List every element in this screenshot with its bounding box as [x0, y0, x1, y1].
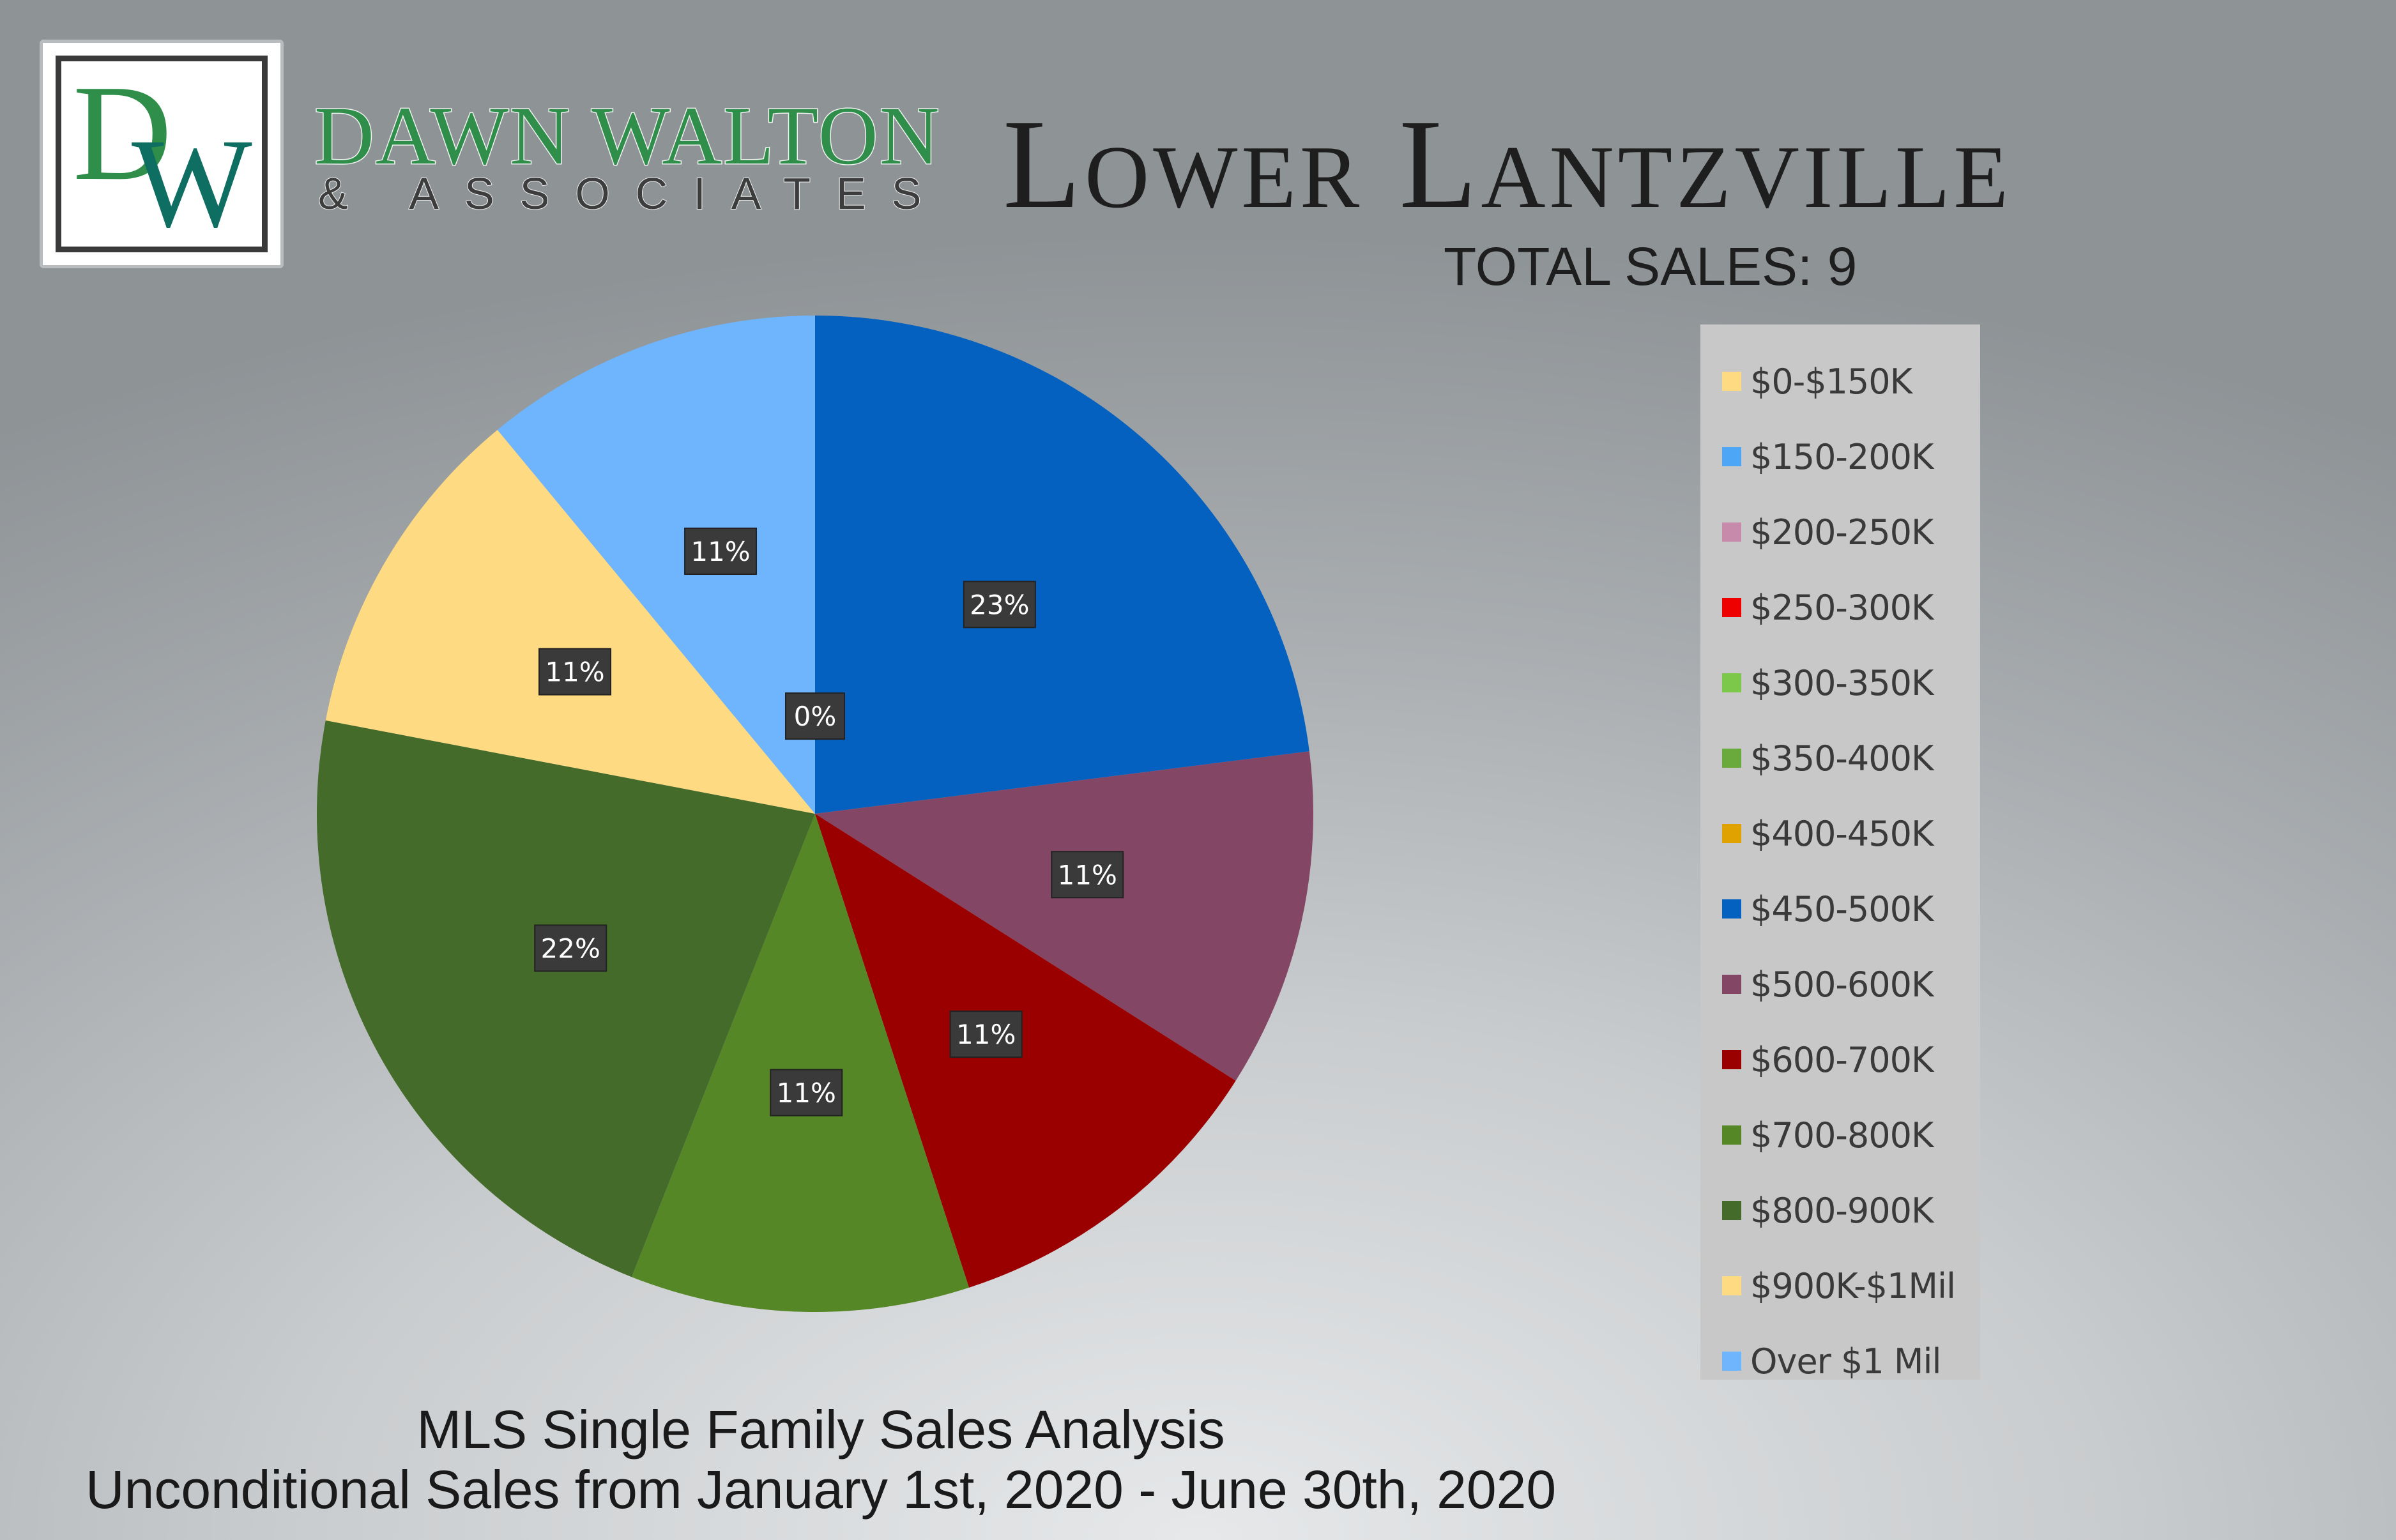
logo-letter-d: D: [73, 56, 172, 209]
chart-legend: $0-$150K $150-200K $200-250K $250-300K $300-…: [1700, 324, 1980, 1382]
legend-label: $150-200K: [1750, 436, 1934, 477]
legend-label: $400-450K: [1750, 813, 1934, 854]
legend-item-200-250k: $200-250K: [1700, 494, 1980, 570]
legend-swatch: [1722, 899, 1741, 919]
legend-item-350-400k: $350-400K: [1700, 720, 1980, 796]
legend-swatch: [1722, 522, 1741, 542]
legend-label: $0-$150K: [1750, 361, 1912, 402]
data-label-box: [785, 692, 845, 740]
data-label-500-600k: 11%: [1051, 851, 1124, 899]
brand-name: DAWN WALTON: [314, 90, 941, 182]
legend-label: $600-700K: [1750, 1039, 1934, 1080]
page-title: Lower Lantzville: [1003, 94, 2012, 235]
data-label-text: 11%: [777, 1078, 836, 1109]
data-label-box: [963, 581, 1036, 629]
legend-swatch: [1722, 1201, 1741, 1220]
legend-item-0-150k: $0-$150K: [1700, 344, 1980, 419]
logo-frame: D W: [56, 56, 268, 252]
pie-slice-600-700k: [815, 814, 1236, 1288]
legend-item-600-700k: $600-700K: [1700, 1022, 1980, 1097]
data-label-text: 11%: [691, 536, 750, 567]
legend-swatch: [1722, 749, 1741, 768]
data-label-text: 22%: [541, 933, 600, 964]
legend-swatch: [1722, 824, 1741, 843]
pie-slice-500-600k: [815, 751, 1313, 1081]
data-label-text: 11%: [956, 1019, 1016, 1050]
data-label-box: [949, 1010, 1023, 1058]
legend-item-over-1-mil: Over $1 Mil: [1700, 1323, 1980, 1399]
footer-title: MLS Single Family Sales Analysis: [416, 1399, 1225, 1460]
pie-slice-over-1-mil: [497, 316, 815, 814]
legend-label: $500-600K: [1750, 964, 1934, 1005]
data-label-800-900k: 22%: [534, 924, 607, 972]
legend-label: $350-400K: [1750, 738, 1934, 779]
data-label-600-700k: 11%: [949, 1010, 1023, 1058]
legend-swatch: [1722, 975, 1741, 994]
pie-slice-450-500k: [815, 316, 1309, 814]
data-label-text: 11%: [1058, 859, 1117, 890]
legend-swatch: [1722, 673, 1741, 692]
pie-slice-800-900k: [317, 720, 816, 1277]
pie-slice-900k-1mil: [325, 429, 816, 814]
data-label-box: [534, 924, 607, 972]
data-label-text: 0%: [794, 701, 837, 732]
legend-item-250-300k: $250-300K: [1700, 570, 1980, 645]
legend-swatch: [1722, 598, 1741, 617]
legend-item-900k-1mil: $900K-$1Mil: [1700, 1248, 1980, 1323]
data-label-900k-1mil: 11%: [538, 648, 612, 696]
logo-letter-w: W: [132, 113, 252, 254]
legend-swatch: [1722, 1352, 1741, 1371]
legend-swatch: [1722, 1125, 1741, 1145]
legend-label: $250-300K: [1750, 587, 1934, 628]
data-label-700-800k: 11%: [770, 1069, 843, 1117]
logo: D W: [40, 40, 284, 268]
legend-label: $900K-$1Mil: [1750, 1265, 1956, 1306]
data-label-text: 23%: [970, 589, 1029, 620]
legend-swatch: [1722, 1276, 1741, 1295]
legend-swatch: [1722, 447, 1741, 466]
legend-swatch: [1722, 1050, 1741, 1069]
legend-swatch: [1722, 372, 1741, 391]
legend-item-450-500k: $450-500K: [1700, 871, 1980, 947]
legend-item-800-900k: $800-900K: [1700, 1173, 1980, 1248]
data-label-box: [684, 528, 758, 576]
data-label-text: 11%: [545, 657, 604, 688]
legend-item-300-350k: $300-350K: [1700, 645, 1980, 720]
legend-label: $800-900K: [1750, 1190, 1934, 1231]
pie-slice-700-800k: [631, 814, 970, 1312]
legend-item-700-800k: $700-800K: [1700, 1097, 1980, 1173]
legend-item-150-200k: $150-200K: [1700, 419, 1980, 494]
legend-label: $200-250K: [1750, 512, 1934, 553]
legend-item-500-600k: $500-600K: [1700, 947, 1980, 1022]
data-label-box: [538, 648, 612, 696]
data-label-450-500k: 23%: [963, 581, 1036, 629]
legend-label: $300-350K: [1750, 662, 1934, 703]
legend-label: Over $1 Mil: [1750, 1341, 1942, 1382]
data-label-over-1-mil: 11%: [684, 528, 758, 576]
brand-subtitle: & ASSOCIATES: [317, 169, 947, 218]
legend-item-400-450k: $400-450K: [1700, 796, 1980, 871]
legend-label: $700-800K: [1750, 1115, 1934, 1155]
data-label-0-150k: 0%: [785, 692, 845, 740]
total-sales: TOTAL SALES: 9: [1444, 236, 1858, 296]
footer-subtitle: Unconditional Sales from January 1st, 20…: [85, 1460, 1557, 1520]
data-label-box: [770, 1069, 843, 1117]
data-label-box: [1051, 851, 1124, 899]
legend-label: $450-500K: [1750, 888, 1934, 929]
